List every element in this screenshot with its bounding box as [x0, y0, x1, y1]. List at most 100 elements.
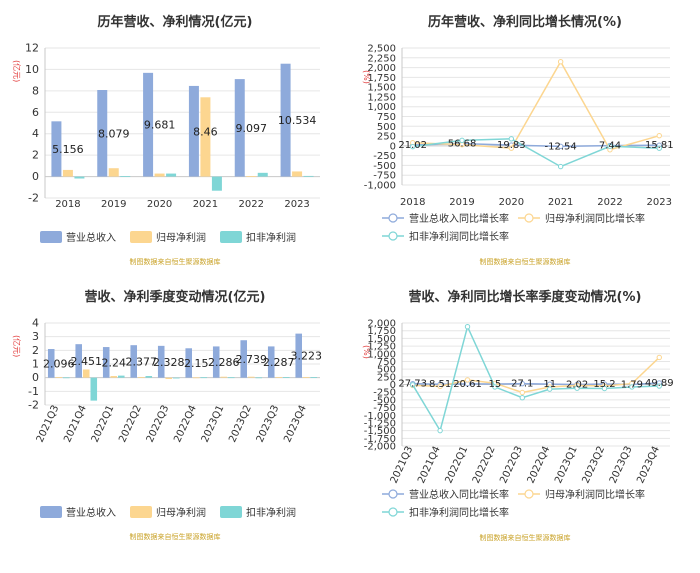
data-label: 9.681: [144, 119, 176, 132]
x-tick-label: 2022: [239, 199, 264, 210]
series-point: [656, 145, 662, 151]
bar: [120, 176, 131, 177]
quarterly-growth-chart: 营收、净利同比增长率季度变动情况(%) (%) -2,000 -1,750 -1,500…: [350, 287, 700, 573]
bar: [130, 345, 137, 378]
legend-swatch: [130, 231, 152, 243]
data-label: 15.2: [593, 379, 615, 390]
bar: [255, 377, 263, 379]
y-tick-label: -250: [373, 151, 396, 162]
y-tick-label: -1: [28, 385, 39, 398]
y-tick-label: 0: [32, 371, 39, 384]
x-tick-label: 2018: [400, 197, 425, 208]
series-point: [519, 395, 526, 401]
series-point: [601, 385, 608, 392]
series-point: [519, 380, 526, 387]
series-line: [412, 356, 660, 394]
bar: [63, 377, 70, 379]
series-point: [508, 145, 515, 151]
y-tick-label: 2: [32, 149, 39, 162]
x-tick-label: 2023Q4: [282, 404, 309, 445]
legend-swatch: [220, 231, 242, 243]
y-tick-label: -1,000: [364, 411, 396, 422]
y-tick-label: 250: [377, 132, 396, 143]
x-tick-label: 2023Q3: [255, 404, 282, 445]
bar: [157, 345, 165, 378]
y-tick-label: 6: [32, 106, 39, 119]
x-tick-label: 2022Q1: [443, 445, 470, 486]
legend-swatch: [40, 506, 62, 518]
data-label: 2.287: [263, 356, 295, 369]
x-tick-label: 2020: [147, 199, 172, 210]
unit-label: (亿元): [12, 335, 22, 357]
data-label: 27.1: [511, 379, 533, 390]
x-tick-label: 2019: [449, 197, 474, 208]
data-label: 19.83: [497, 140, 526, 151]
bar: [211, 176, 222, 191]
series-point: [629, 384, 635, 390]
bar: [295, 333, 302, 378]
series-point: [607, 143, 613, 149]
bar: [74, 176, 85, 179]
series-point: [508, 136, 515, 142]
bar: [97, 90, 108, 177]
bar: [75, 344, 82, 378]
data-label: 56.68: [448, 139, 477, 150]
series-point: [656, 383, 662, 389]
series-point: [437, 427, 443, 434]
bar: [118, 375, 125, 378]
data-label: 2.286: [208, 356, 240, 369]
y-tick-label: -1,500: [364, 426, 396, 437]
y-tick-label: 750: [377, 112, 396, 123]
y-tick-label: 1,500: [367, 334, 396, 345]
x-tick-label: 2020: [499, 197, 524, 208]
x-tick-label: 2023: [647, 197, 672, 208]
series-point: [492, 384, 498, 390]
y-tick-label: 4: [32, 317, 39, 330]
source-note: 制图数据来自恒生聚源数据库: [130, 532, 221, 541]
bar: [192, 377, 200, 379]
bar: [303, 175, 314, 177]
legend-label: 归母净利润同比增长率: [545, 488, 645, 501]
chart-title: 营收、净利季度变动情况(亿元): [85, 289, 266, 305]
chart-title: 营收、净利同比增长率季度变动情况(%): [409, 289, 642, 305]
source-note: 制图数据来自恒生聚源数据库: [480, 257, 571, 266]
bar: [185, 348, 192, 378]
legend-marker: [524, 489, 534, 499]
source-note: 制图数据来自恒生聚源数据库: [130, 257, 221, 266]
x-tick-label: 2023Q2: [580, 445, 607, 486]
annual-revenue-profit-svg: 历年营收、净利情况(亿元) (亿元) -2 0 2 4 6 8 10 12 2018 2019 2020…: [12, 14, 320, 266]
y-tick-label: 1,000: [367, 102, 396, 113]
y-tick-label: -750: [373, 403, 396, 414]
y-tick-label: -500: [373, 161, 396, 172]
series-line: [412, 60, 660, 151]
series-point: [519, 389, 526, 396]
series-point: [459, 137, 465, 144]
legend-marker: [388, 507, 398, 517]
y-tick-label: 1,000: [367, 349, 396, 360]
data-label: 8.079: [98, 127, 130, 140]
y-tick-label: 3: [32, 330, 39, 343]
annual-growth-svg: 历年营收、净利同比增长情况(%) (%) -1,000-750-500-250025…: [362, 14, 674, 266]
x-tick-label: 2022: [597, 197, 622, 208]
bar: [283, 377, 290, 378]
series-point: [557, 163, 564, 170]
y-tick-label: 0: [32, 170, 39, 183]
legend-label: 扣非净利润同比增长率: [409, 230, 509, 243]
x-tick-label: 2023Q3: [608, 445, 635, 486]
data-label: 49.89: [645, 378, 674, 389]
y-tick-label: -500: [373, 395, 396, 406]
bar: [257, 172, 268, 177]
y-tick-label: 1: [32, 358, 39, 371]
legend-label: 扣非净利润同比增长率: [409, 506, 509, 519]
y-tick-label: -250: [373, 388, 396, 399]
unit-label: (%): [362, 345, 371, 359]
y-tick-label: -2: [28, 192, 39, 205]
bar: [166, 173, 177, 177]
data-label: 15.81: [645, 140, 674, 151]
data-label: 2.739: [236, 353, 268, 366]
y-tick-label: -750: [373, 171, 396, 182]
chart-title: 历年营收、净利情况(亿元): [98, 14, 253, 30]
data-label: 2.096: [43, 357, 75, 370]
data-label: 3.223: [291, 350, 323, 363]
